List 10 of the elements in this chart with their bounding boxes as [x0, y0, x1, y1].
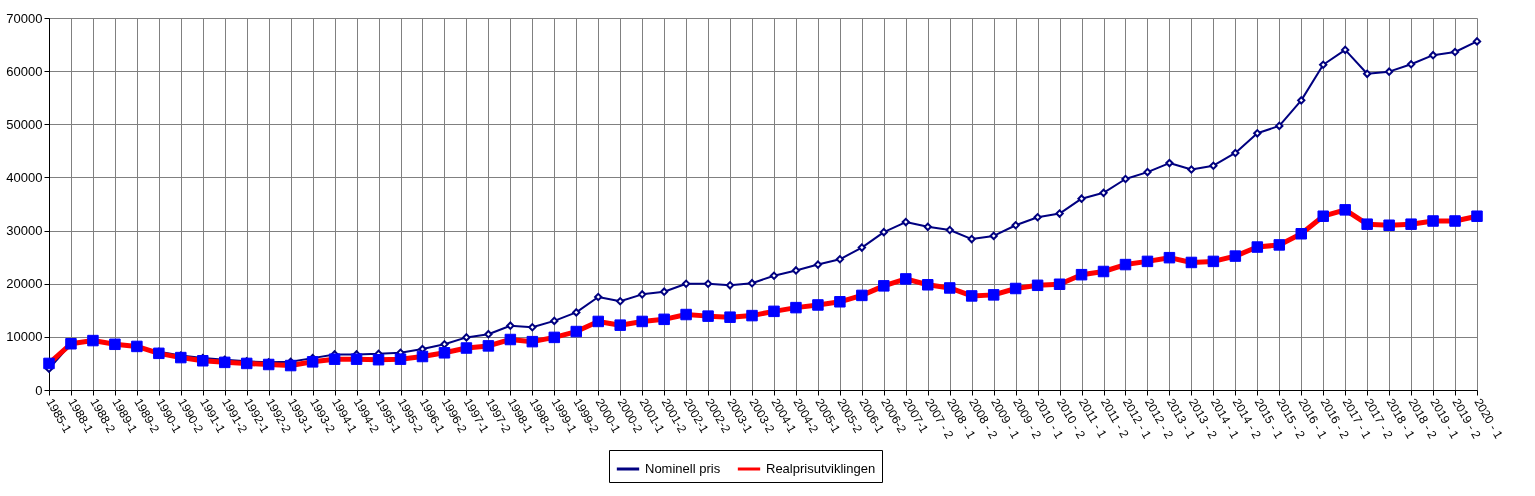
y-tick-label: 50000: [6, 116, 43, 132]
y-tick-label: 30000: [6, 223, 43, 239]
y-tick-label: 60000: [6, 63, 43, 79]
y-tick-label: 70000: [6, 10, 43, 26]
y-tick-label: 10000: [6, 329, 43, 345]
legend-label: Nominell pris: [645, 461, 721, 476]
legend-label: Realprisutviklingen: [766, 461, 876, 476]
y-tick-label: 0: [35, 382, 43, 398]
y-tick-label: 40000: [6, 169, 43, 185]
y-tick-label: 20000: [6, 276, 43, 292]
